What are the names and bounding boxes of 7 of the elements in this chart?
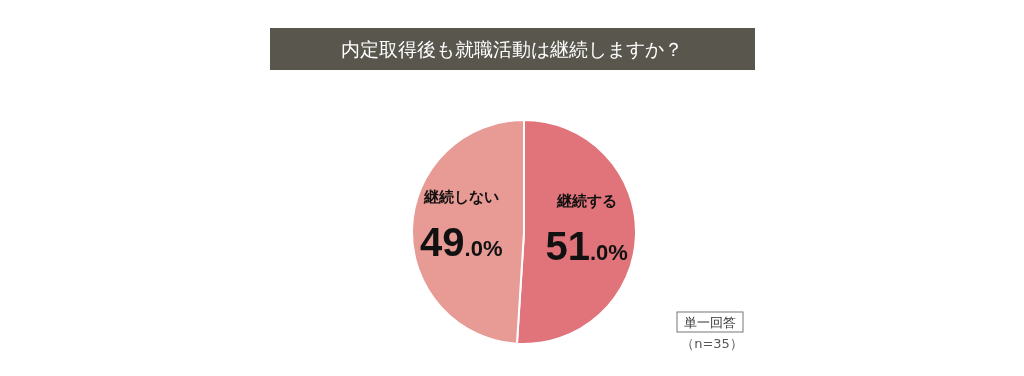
data-label: 51.0% [545,223,628,268]
slice-label: 継続する [555,191,617,210]
text: 単一回答 [684,315,736,330]
chart-title: 内定取得後も就職活動は継続しますか？ [341,38,683,60]
data-label: 49.0% [420,220,503,265]
text: （n=35） [681,336,743,351]
slice-label: 継続しない [422,188,499,207]
